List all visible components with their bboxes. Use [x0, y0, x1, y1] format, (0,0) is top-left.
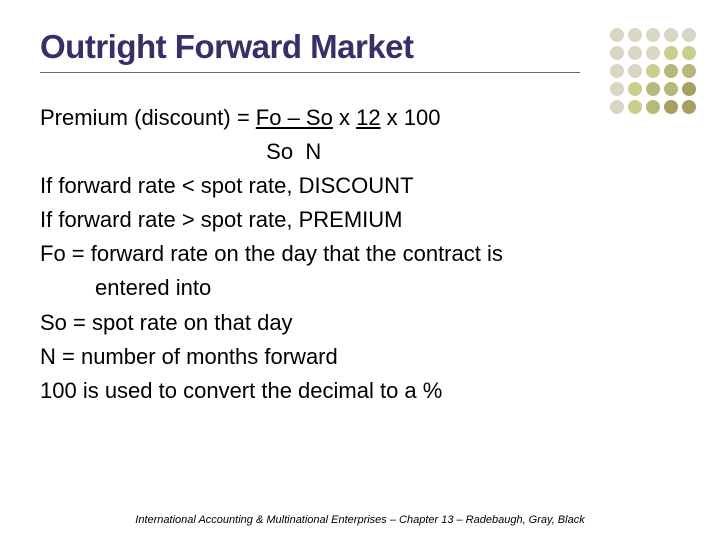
decorative-dot — [610, 28, 624, 42]
decorative-dot — [664, 100, 678, 114]
formula-denom-indent — [40, 139, 266, 164]
formula-numerator-right: 12 — [356, 105, 380, 130]
formula-prefix: Premium (discount) = — [40, 105, 256, 130]
decorative-dot — [646, 46, 660, 60]
formula-line-1: Premium (discount) = Fo – So x 12 x 100 — [40, 101, 680, 135]
decorative-dot — [646, 100, 660, 114]
content-line-3b: entered into — [40, 271, 680, 305]
content-line-6: 100 is used to convert the decimal to a … — [40, 374, 680, 408]
decorative-dot — [664, 28, 678, 42]
decorative-dot — [682, 64, 696, 78]
decorative-dot — [610, 46, 624, 60]
content-line-1: If forward rate < spot rate, DISCOUNT — [40, 169, 680, 203]
decorative-dot — [628, 64, 642, 78]
slide: Outright Forward Market Premium (discoun… — [0, 0, 720, 540]
decorative-dot — [664, 64, 678, 78]
decorative-dot — [610, 100, 624, 114]
decorative-dot — [682, 82, 696, 96]
decorative-dot — [682, 28, 696, 42]
title-underline — [40, 72, 580, 73]
decorative-dot — [628, 46, 642, 60]
formula-denominator-right: N — [305, 139, 321, 164]
formula-denominator-left: So — [266, 139, 293, 164]
slide-content: Premium (discount) = Fo – So x 12 x 100 … — [40, 101, 680, 408]
formula-numerator-left: Fo – So — [256, 105, 333, 130]
slide-footer: International Accounting & Multinational… — [0, 514, 720, 526]
decorative-dot — [628, 82, 642, 96]
decorative-dot — [664, 82, 678, 96]
title-row: Outright Forward Market — [40, 28, 680, 73]
decorative-dot — [646, 64, 660, 78]
decorative-dot — [682, 100, 696, 114]
decorative-dot — [664, 46, 678, 60]
content-line-4: So = spot rate on that day — [40, 306, 680, 340]
formula-line-2: So N — [40, 135, 680, 169]
decorative-dot — [628, 28, 642, 42]
decorative-dot — [610, 82, 624, 96]
slide-title: Outright Forward Market — [40, 28, 680, 66]
content-line-2: If forward rate > spot rate, PREMIUM — [40, 203, 680, 237]
decorative-dot — [646, 28, 660, 42]
content-line-5: N = number of months forward — [40, 340, 680, 374]
decorative-dot-grid — [610, 28, 696, 114]
formula-mid1: x — [333, 105, 356, 130]
decorative-dot — [646, 82, 660, 96]
decorative-dot — [610, 64, 624, 78]
content-line-3a: Fo = forward rate on the day that the co… — [40, 237, 680, 271]
decorative-dot — [682, 46, 696, 60]
formula-mid2: x 100 — [381, 105, 441, 130]
decorative-dot — [628, 100, 642, 114]
